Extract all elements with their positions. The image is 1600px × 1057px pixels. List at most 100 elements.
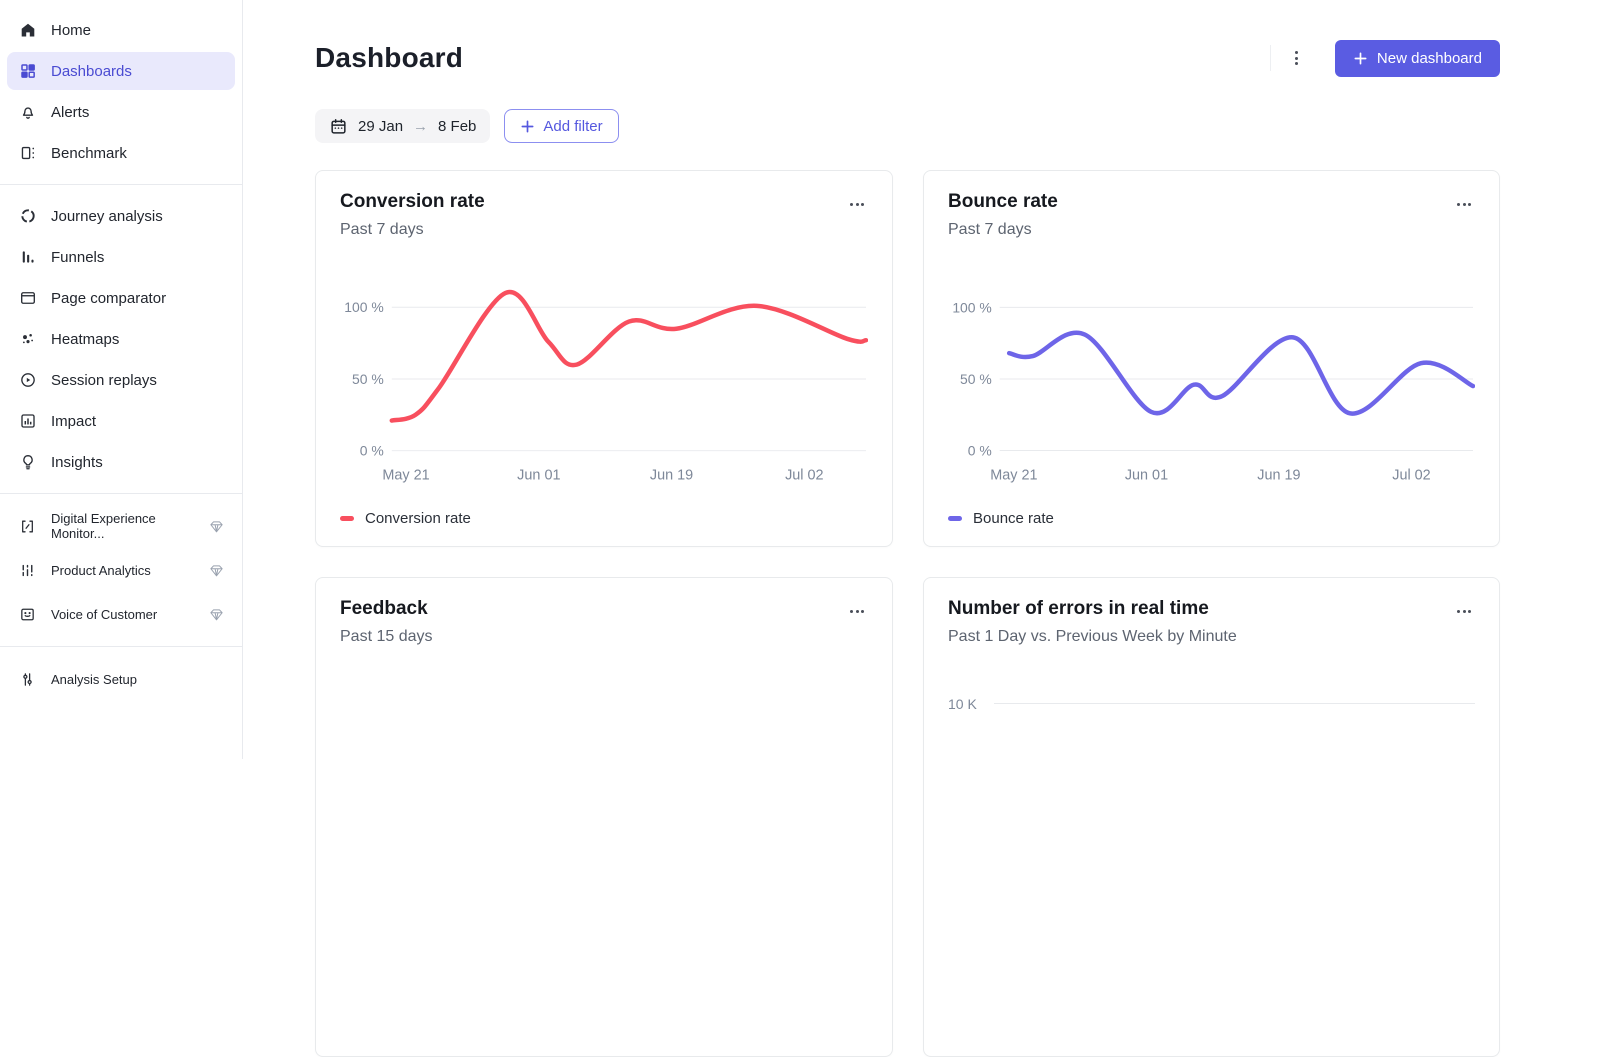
svg-text:0 %: 0 % (360, 442, 384, 458)
bell-icon (18, 103, 37, 122)
new-dashboard-label: New dashboard (1376, 49, 1482, 67)
sidebar-item-label: Product Analytics (51, 562, 151, 578)
kebab-icon (1295, 51, 1299, 65)
sidebar-item-digital-experience-monitoring[interactable]: Digital Experience Monitor... (7, 506, 235, 546)
card-title: Conversion rate (340, 191, 485, 212)
svg-text:100 %: 100 % (344, 299, 384, 315)
card-header: Conversion rate Past 7 days (340, 191, 868, 239)
sidebar-item-alerts[interactable]: Alerts (7, 93, 235, 131)
premium-gem-icon (209, 519, 224, 534)
page-menu-button[interactable] (1281, 42, 1313, 74)
sidebar-item-label: Journey analysis (51, 207, 163, 225)
insights-icon (18, 453, 37, 472)
gridline (994, 703, 1475, 705)
sidebar-item-page-comparator[interactable]: Page comparator (7, 279, 235, 317)
card-feedback: Feedback Past 15 days (315, 577, 893, 1057)
legend-label: Conversion rate (365, 509, 471, 527)
card-header: Bounce rate Past 7 days (948, 191, 1475, 239)
card-errors-real-time: Number of errors in real time Past 1 Day… (923, 577, 1500, 1057)
svg-text:50 %: 50 % (960, 371, 992, 387)
card-subtitle: Past 7 days (948, 220, 1032, 238)
sidebar-item-product-analytics[interactable]: Product Analytics (7, 550, 235, 590)
page-header: Dashboard New dashboard (315, 38, 1500, 78)
legend-swatch (948, 515, 962, 521)
card-title: Feedback (340, 598, 428, 619)
header-actions: New dashboard (1269, 39, 1500, 77)
svg-text:100 %: 100 % (952, 299, 991, 315)
sidebar-item-label: Page comparator (51, 289, 167, 307)
add-filter-button[interactable]: Add filter (504, 109, 619, 143)
sidebar-item-label: Impact (51, 412, 97, 430)
svg-text:Jul 02: Jul 02 (785, 467, 824, 483)
sidebar-item-label: Analysis Setup (51, 671, 137, 687)
filter-bar: 29 Jan → 8 Feb Add filter (315, 109, 1500, 143)
sidebar-divider (0, 184, 242, 185)
premium-gem-icon (209, 563, 224, 578)
sidebar-item-label: Insights (51, 453, 103, 471)
card-menu-button[interactable] (1453, 606, 1475, 617)
sidebar-item-session-replays[interactable]: Session replays (7, 361, 235, 399)
sidebar-item-journey-analysis[interactable]: Journey analysis (7, 197, 235, 235)
card-subtitle: Past 1 Day vs. Previous Week by Minute (948, 627, 1237, 645)
sidebar-item-insights[interactable]: Insights (7, 443, 235, 481)
chart-legend: Bounce rate (948, 510, 1475, 527)
sidebar-divider (0, 493, 242, 494)
card-menu-button[interactable] (846, 199, 868, 210)
page-comparator-icon (18, 289, 37, 308)
sidebar-item-label: Dashboards (51, 62, 132, 80)
ellipsis-icon (850, 203, 864, 206)
premium-gem-icon (209, 607, 224, 622)
sidebar-item-label: Voice of Customer (51, 606, 158, 622)
voice-of-customer-icon (18, 605, 37, 624)
chart-legend: Conversion rate (340, 510, 868, 527)
card-subtitle: Past 7 days (340, 220, 424, 238)
legend-label: Bounce rate (973, 509, 1054, 527)
card-title: Bounce rate (948, 191, 1058, 212)
sidebar-item-voice-of-customer[interactable]: Voice of Customer (7, 594, 235, 634)
dem-icon (18, 517, 37, 536)
sidebar-item-dashboards[interactable]: Dashboards (7, 52, 235, 90)
sidebar-item-label: Session replays (51, 371, 157, 389)
session-replays-icon (18, 371, 37, 390)
home-icon (18, 21, 37, 40)
sidebar: Home Dashboards Alerts Benchmark (0, 0, 243, 759)
sidebar-item-impact[interactable]: Impact (7, 402, 235, 440)
header-divider (1269, 45, 1271, 71)
calendar-icon (331, 118, 346, 134)
sidebar-item-label: Home (51, 21, 92, 39)
main-content: Dashboard New dashboard 29 Jan → 8 Feb (243, 0, 1600, 1057)
ellipsis-icon (1457, 610, 1471, 613)
card-menu-button[interactable] (846, 606, 868, 617)
date-range-picker[interactable]: 29 Jan → 8 Feb (315, 109, 491, 143)
sidebar-item-analysis-setup[interactable]: Analysis Setup (7, 659, 235, 699)
svg-text:May 21: May 21 (382, 467, 429, 483)
sidebar-item-funnels[interactable]: Funnels (7, 238, 235, 276)
card-header: Feedback Past 15 days (340, 598, 868, 646)
plus-icon (1354, 52, 1367, 64)
svg-text:May 21: May 21 (990, 467, 1037, 483)
sidebar-item-label: Funnels (51, 248, 105, 266)
date-range-end: 8 Feb (438, 117, 477, 135)
card-menu-button[interactable] (1453, 199, 1475, 210)
new-dashboard-button[interactable]: New dashboard (1334, 39, 1500, 77)
funnels-icon (18, 248, 37, 267)
sidebar-item-label: Benchmark (51, 144, 127, 162)
date-range-start: 29 Jan (358, 117, 404, 135)
svg-text:Jun 19: Jun 19 (650, 467, 693, 483)
sidebar-item-home[interactable]: Home (7, 11, 235, 49)
chart-gridline-row: 10 K (948, 696, 1475, 712)
svg-text:Jun 19: Jun 19 (1257, 467, 1300, 483)
card-bounce-rate: Bounce rate Past 7 days 100 % 50 % 0 % May … (923, 170, 1500, 547)
dashboards-icon (18, 62, 37, 81)
impact-icon (18, 412, 37, 431)
svg-text:Jun 01: Jun 01 (517, 467, 560, 483)
product-analytics-icon (18, 561, 37, 580)
journey-analysis-icon (18, 207, 37, 226)
svg-text:0 %: 0 % (968, 442, 992, 458)
card-title: Number of errors in real time (948, 598, 1209, 619)
dashboard-grid: Conversion rate Past 7 days 100 % 50 % 0 %… (315, 170, 1500, 1057)
sidebar-item-heatmaps[interactable]: Heatmaps (7, 320, 235, 358)
sidebar-divider (0, 646, 242, 647)
sidebar-item-benchmark[interactable]: Benchmark (7, 134, 235, 172)
card-conversion-rate: Conversion rate Past 7 days 100 % 50 % 0 %… (315, 170, 893, 547)
